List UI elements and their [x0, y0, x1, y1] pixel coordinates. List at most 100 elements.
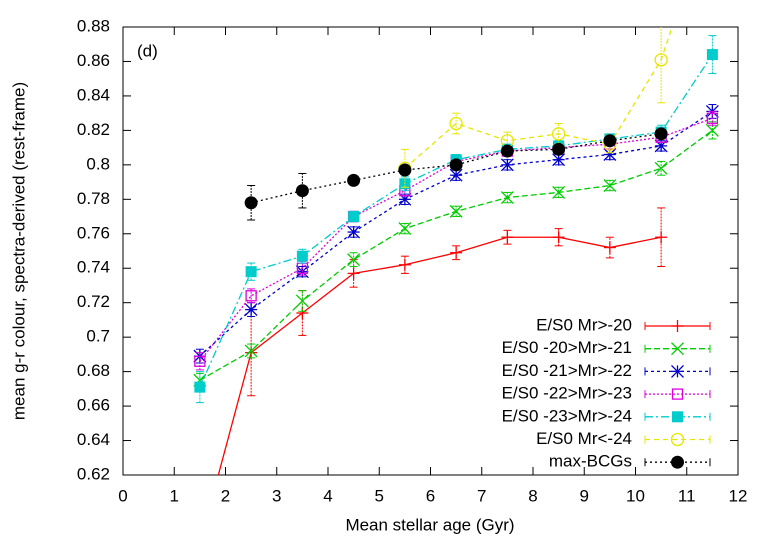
marker — [603, 241, 616, 254]
marker-stroke — [347, 225, 361, 239]
legend-label: E/S0 -22>Mr>-23 — [502, 384, 632, 403]
marker — [706, 49, 718, 61]
marker — [670, 432, 685, 447]
marker-shape — [500, 144, 514, 158]
error-bar — [554, 228, 563, 247]
series-line — [199, 110, 713, 357]
marker-shape — [348, 211, 360, 223]
marker-stroke — [552, 153, 566, 167]
marker — [449, 204, 463, 218]
marker — [705, 123, 719, 137]
marker — [244, 303, 258, 317]
x-tick-label: 9 — [580, 486, 589, 505]
legend-label: E/S0 Mr>-20 — [536, 315, 632, 334]
x-tick-label: 4 — [323, 486, 332, 505]
marker-shape — [706, 112, 719, 124]
x-tick-label: 7 — [477, 486, 486, 505]
error-bar — [452, 112, 461, 135]
error-bar — [503, 191, 512, 204]
legend-label: E/S0 -20>Mr>-21 — [502, 338, 632, 357]
error-bar — [400, 255, 409, 274]
marker — [671, 320, 684, 332]
marker — [347, 225, 361, 239]
marker — [671, 342, 684, 356]
marker — [654, 53, 668, 67]
marker — [194, 381, 206, 393]
error-bar — [452, 205, 461, 218]
marker-stroke — [552, 185, 566, 199]
marker — [450, 246, 463, 259]
error-bar — [247, 185, 256, 221]
marker — [347, 267, 360, 280]
marker — [398, 258, 411, 271]
marker-shape — [194, 355, 206, 367]
marker-stroke — [347, 253, 361, 267]
y-tick-label: 0.78 — [77, 189, 110, 208]
marker-shape — [347, 173, 361, 187]
marker-stroke — [705, 123, 719, 137]
y-tick-label: 0.88 — [77, 16, 110, 35]
marker-stroke — [500, 158, 514, 172]
marker-stroke — [244, 344, 258, 358]
marker-shape — [654, 53, 668, 67]
marker — [552, 231, 565, 244]
marker-shape — [244, 196, 258, 210]
marker — [603, 134, 617, 148]
marker-shape — [449, 116, 463, 131]
x-axis-label: Mean stellar age (Gyr) — [345, 515, 514, 534]
x-tick-label: 2 — [221, 486, 230, 505]
error-bar — [298, 172, 307, 209]
marker-shape — [194, 381, 206, 393]
error-bar — [708, 110, 717, 126]
marker — [552, 142, 566, 156]
marker-stroke — [671, 364, 684, 378]
marker-shape — [245, 266, 257, 278]
legend-label: E/S0 Mr<-24 — [536, 429, 632, 448]
marker — [655, 231, 668, 244]
x-tick-label: 8 — [528, 486, 537, 505]
error-bar — [247, 288, 256, 304]
series-line — [199, 117, 713, 362]
marker — [295, 294, 309, 308]
y-tick-label: 0.72 — [77, 292, 110, 311]
x-tick-label: 6 — [426, 486, 435, 505]
marker — [500, 158, 514, 172]
marker-stroke — [244, 303, 258, 317]
marker — [347, 253, 361, 267]
marker — [501, 231, 514, 244]
series-line — [217, 236, 662, 475]
x-tick-label: 3 — [272, 486, 281, 505]
y-tick-label: 0.8 — [86, 154, 110, 173]
marker-shape — [295, 184, 309, 198]
x-tick-label: 10 — [626, 486, 645, 505]
marker-shape — [551, 127, 566, 141]
marker — [245, 290, 257, 302]
series-line — [199, 54, 713, 388]
marker-shape — [672, 411, 683, 423]
y-tick-label: 0.86 — [77, 51, 110, 70]
plot-area — [193, 27, 719, 475]
marker — [194, 355, 206, 367]
marker — [671, 455, 684, 469]
plot-frame — [122, 26, 739, 476]
marker — [398, 222, 412, 236]
legend-label: E/S0 -23>Mr>-24 — [502, 406, 632, 425]
marker — [347, 173, 361, 187]
x-tick-label: 12 — [729, 486, 748, 505]
marker — [654, 161, 668, 175]
marker — [603, 179, 617, 192]
marker-shape — [671, 455, 684, 469]
marker — [295, 184, 309, 198]
marker — [671, 388, 684, 400]
marker-stroke — [603, 148, 617, 161]
series-line — [404, 27, 673, 169]
marker-shape — [706, 49, 718, 61]
y-tick-label: 0.82 — [77, 120, 110, 139]
error-bar — [554, 186, 563, 199]
marker-stroke — [449, 204, 463, 218]
y-tick-label: 0.76 — [77, 223, 110, 242]
marker-shape — [603, 134, 617, 148]
marker — [244, 344, 258, 358]
